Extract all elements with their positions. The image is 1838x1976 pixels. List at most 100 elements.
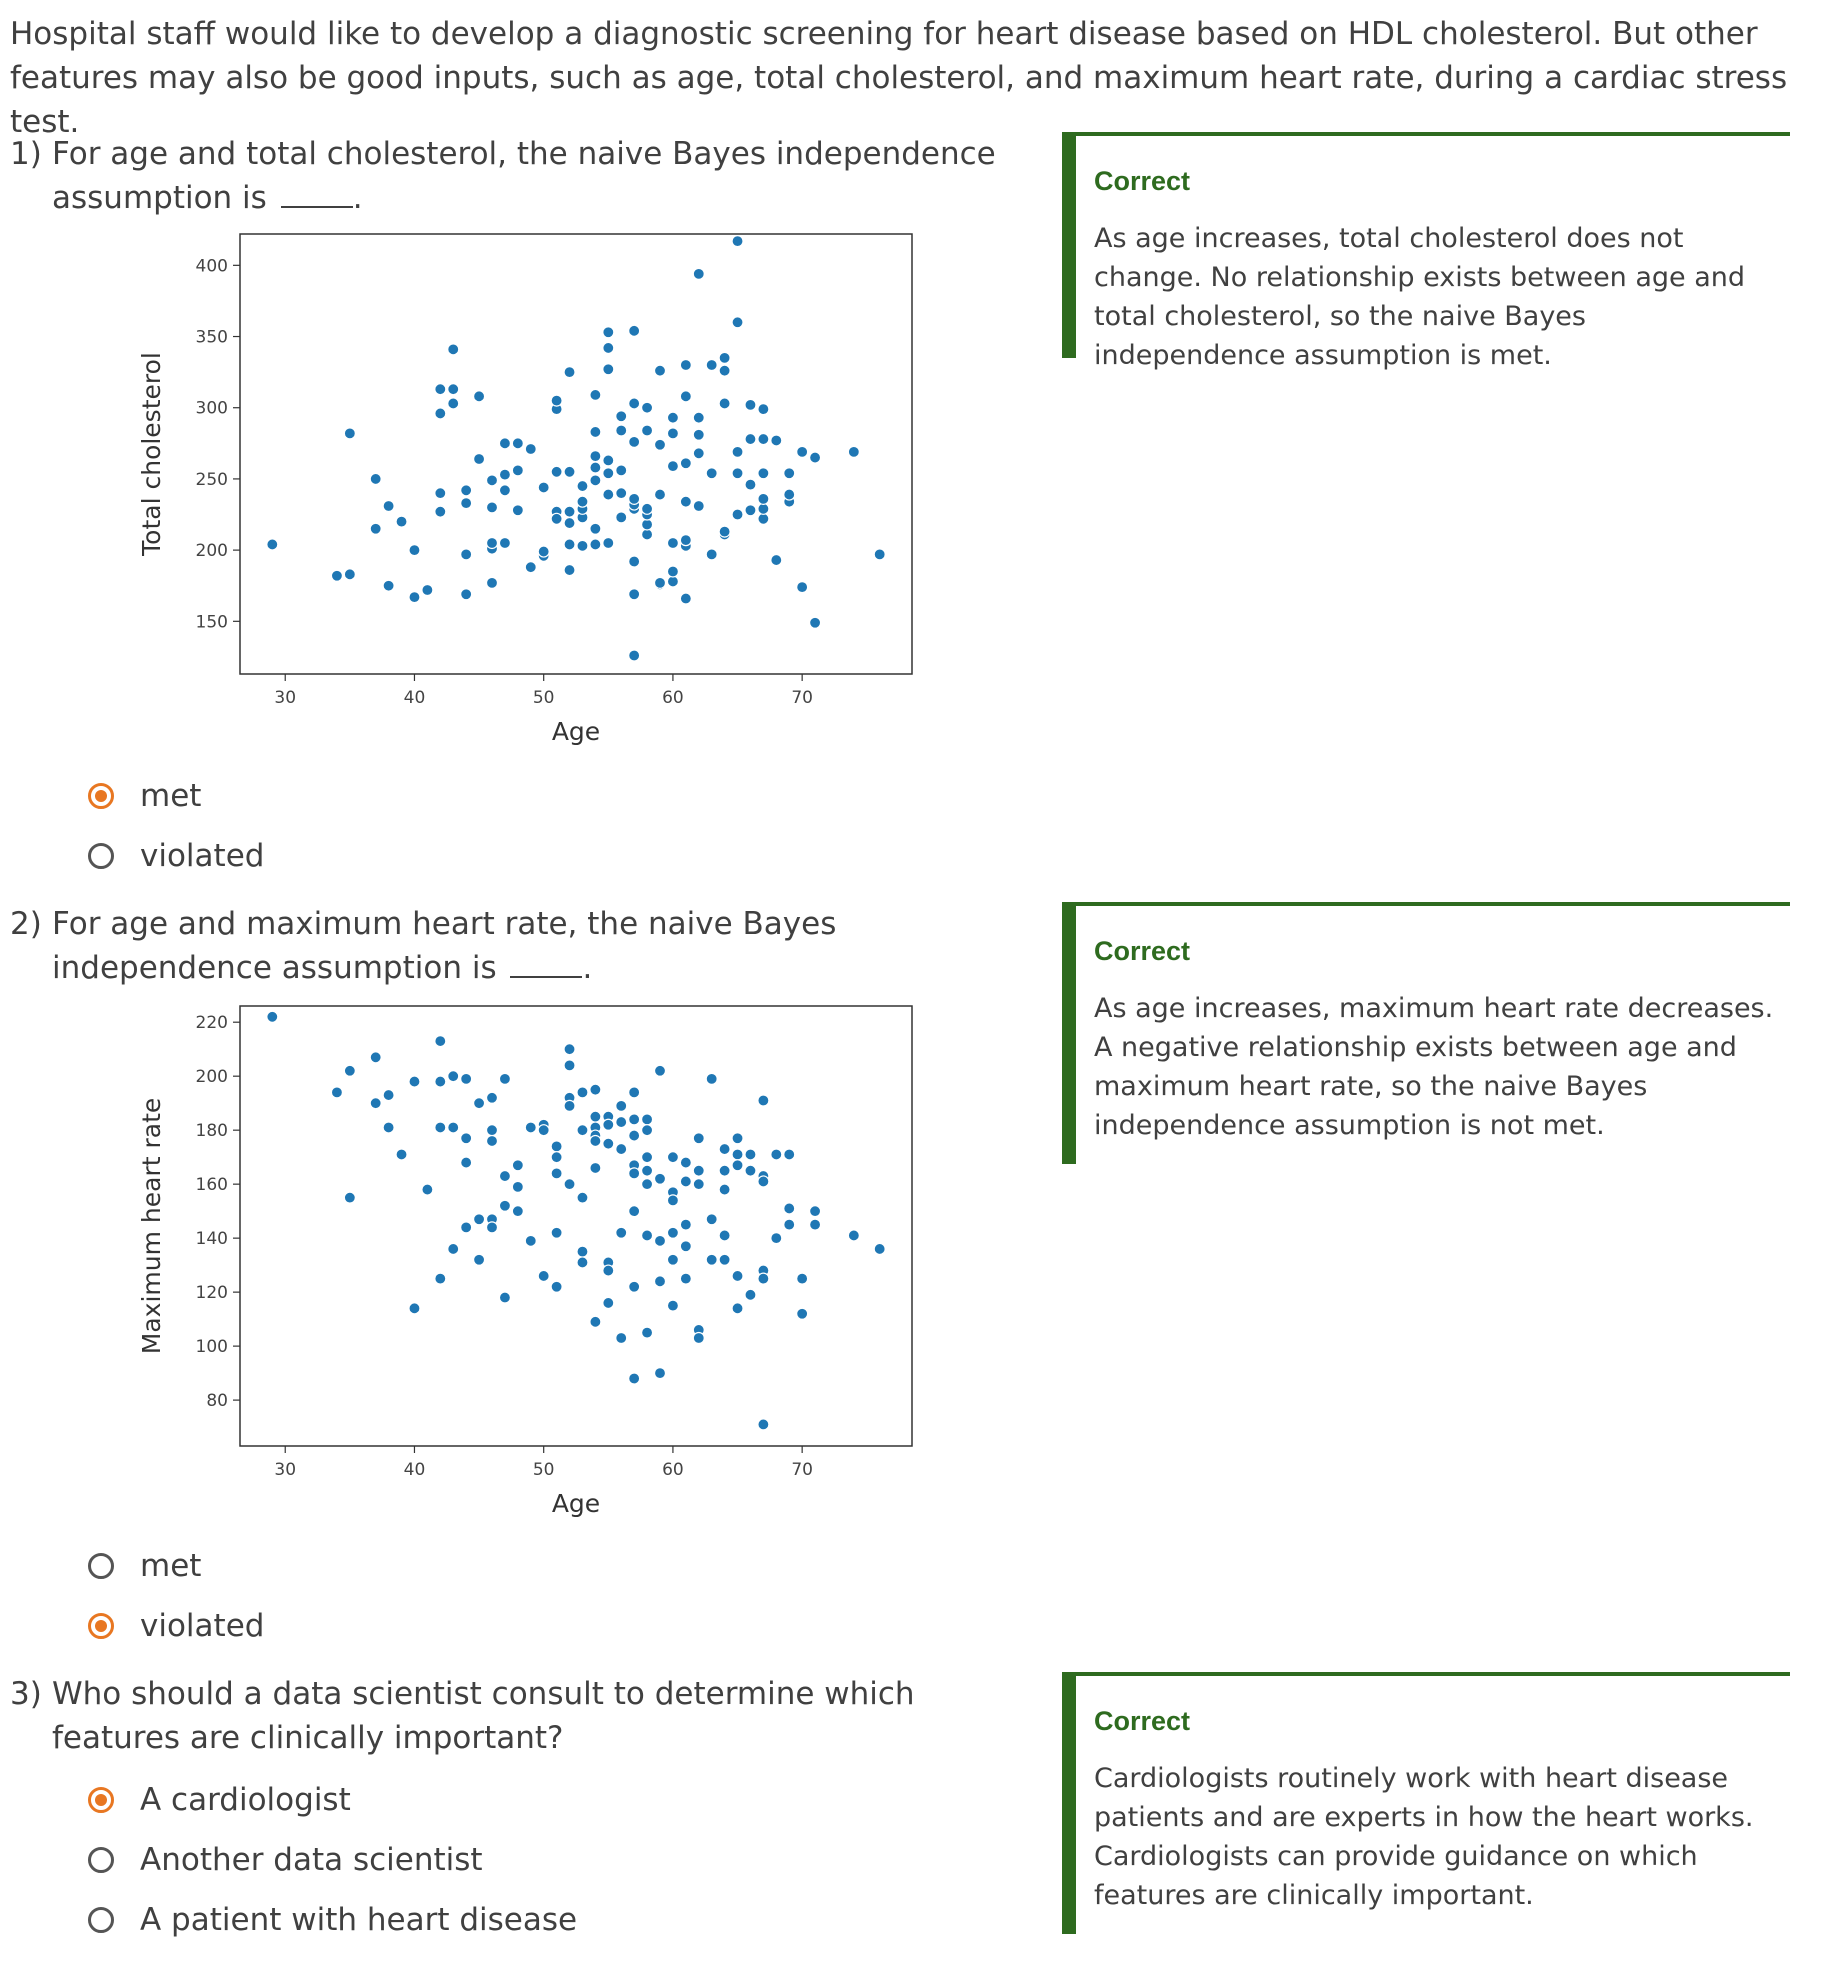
x-tick-label: 70 [791,1460,813,1480]
data-point [783,467,796,480]
data-point [589,461,602,474]
data-point [498,1291,512,1304]
option-patient-with-heart-disease[interactable]: A patient with heart disease [88,1890,577,1950]
data-point [615,1099,628,1112]
data-point [718,364,731,377]
data-point [628,1372,641,1385]
data-point [679,592,692,605]
data-point [511,504,524,517]
data-point [705,1213,718,1226]
question-text: For age and total cholesterol, the naive… [52,136,996,216]
data-point [653,1367,667,1380]
data-point [498,468,512,481]
data-point [472,1253,486,1266]
y-tick-label: 200 [196,541,228,561]
radio-button[interactable] [88,1613,114,1639]
radio-button[interactable] [88,1787,114,1813]
data-point [628,1167,641,1180]
data-point [576,1191,589,1204]
data-point [330,1086,344,1099]
option-violated[interactable]: violated [88,1596,264,1656]
data-point [266,1010,279,1023]
options-question-1: met violated [88,766,264,886]
y-tick-label: 250 [196,470,228,490]
option-another-data-scientist[interactable]: Another data scientist [88,1830,577,1890]
data-point [666,536,680,550]
data-point [808,616,822,629]
chart-age-vs-max-heart-rate: 30 40 50 60 70 80 100 120 140 160 180 200 220 Age Maxi… [137,1005,913,1518]
data-point [460,1156,473,1169]
plot-area [239,1005,913,1447]
y-tick-label: 160 [196,1175,228,1195]
data-point [640,518,654,531]
data-point [731,316,744,329]
data-point [666,1226,680,1239]
data-point [692,267,705,280]
data-point [434,1034,447,1048]
option-met[interactable]: met [88,766,264,826]
feedback-title: Correct [1094,936,1191,966]
data-point [408,591,421,604]
data-point [705,467,718,480]
data-point [460,497,473,510]
data-point [563,1178,576,1191]
data-point [808,1205,822,1218]
data-point [757,502,770,515]
x-tick-label: 30 [274,1460,296,1480]
data-point [395,515,408,528]
radio-button[interactable] [88,783,114,809]
radio-button[interactable] [88,1847,114,1873]
data-point [628,1086,641,1099]
data-point [498,484,512,497]
data-point [602,341,615,355]
radio-button[interactable] [88,843,114,869]
data-point [744,398,757,411]
data-point [718,1142,731,1156]
data-point [395,1148,408,1161]
data-point [718,351,731,364]
radio-button[interactable] [88,1907,114,1933]
data-point [692,499,705,513]
data-point [447,343,460,356]
data-point [796,581,809,594]
data-point [666,1194,680,1207]
data-point [757,1272,770,1285]
options-question-3: A cardiologist Another data scientist A … [88,1770,577,1950]
option-label: met [140,1548,202,1584]
data-point [757,1175,770,1188]
data-point [653,1064,667,1077]
y-axis-label: Total cholesterol [137,352,166,557]
data-point [731,1148,744,1161]
option-cardiologist[interactable]: A cardiologist [88,1770,577,1830]
data-point [524,442,537,456]
data-point [628,1113,641,1126]
data-point [628,649,641,662]
x-tick-label: 30 [274,688,296,708]
data-point [602,1264,615,1277]
data-point [266,538,279,551]
option-violated[interactable]: violated [88,826,264,886]
question-1: 1) For age and total cholesterol, the na… [10,132,1020,220]
data-point [498,437,512,450]
data-point [770,1232,783,1245]
data-point [343,568,356,581]
data-point [744,478,757,491]
feedback-text: As age increases, total cholesterol does… [1094,223,1746,371]
feedback-text: As age increases, maximum heart rate dec… [1094,993,1774,1141]
data-point [615,464,628,477]
data-point [808,1218,822,1231]
data-point [653,1172,667,1185]
x-tick-label: 40 [404,688,426,708]
data-point [602,488,615,501]
data-point [563,1043,576,1056]
feedback-question-3: Correct Cardiologists routinely work wit… [1062,1672,1790,1934]
data-point [589,1083,602,1096]
data-point [757,403,770,416]
radio-button[interactable] [88,1553,114,1579]
data-point [692,1132,705,1145]
option-met[interactable]: met [88,1536,264,1596]
data-point [576,1124,589,1137]
data-point [692,447,705,460]
data-point [589,1134,602,1148]
data-point [485,474,499,487]
